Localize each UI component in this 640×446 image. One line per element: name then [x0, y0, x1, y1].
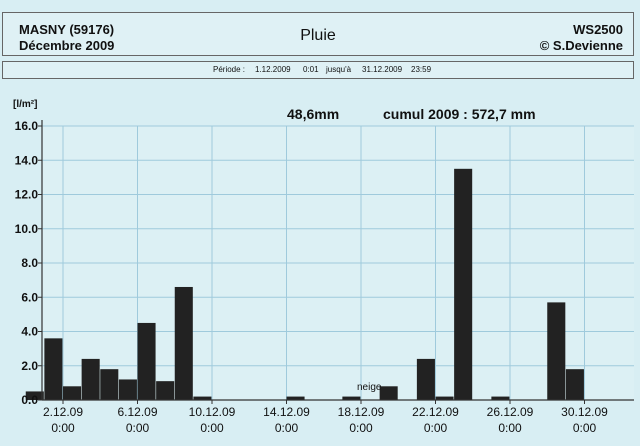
year-total: cumul 2009 : 572,7 mm [383, 106, 536, 122]
y-tick-label: 16.0 [15, 119, 39, 133]
y-tick-label: 10.0 [15, 222, 39, 236]
rain-bar [193, 396, 212, 400]
period-start-time: 0:01 [303, 65, 319, 74]
rain-bar [44, 338, 63, 400]
x-tick-time-label: 0:00 [275, 421, 299, 435]
x-tick-date-label: 22.12.09 [412, 405, 459, 419]
credit-label: © S.Devienne [539, 38, 623, 53]
rain-bar [100, 369, 119, 400]
y-tick-label: 4.0 [21, 325, 38, 339]
bars [25, 168, 584, 400]
rain-bar [63, 386, 82, 400]
rain-bar [491, 396, 510, 400]
axis-labels: 0.0 2.0 4.0 6.0 8.0 10.0 12.0 14.0 16.0 2.12.09 0:… [15, 119, 609, 435]
period-end-time: 23:59 [411, 65, 432, 74]
x-tick-time-label: 0:00 [573, 421, 597, 435]
snow-annotation: neige [357, 382, 382, 393]
period-bar: Période : 1.12.2009 0:01 jusqu'à 31.12.2… [2, 61, 634, 79]
rain-bar [342, 396, 361, 400]
rain-bar [25, 391, 44, 400]
axes [38, 120, 634, 404]
x-tick-date-label: 2.12.09 [43, 405, 83, 419]
header-right: WS2500 © S.Devienne [540, 22, 623, 54]
device-label: WS2500 [573, 22, 623, 37]
station-name: MASNY (59176) [19, 22, 115, 37]
chart-title: Pluie [300, 27, 336, 44]
rain-bar [547, 302, 566, 400]
y-tick-label: 0.0 [21, 393, 38, 407]
rain-bar [137, 322, 156, 400]
month-label: Décembre 2009 [19, 38, 115, 53]
rain-bar [454, 168, 473, 400]
grid-lines [42, 125, 634, 400]
y-tick-label: 14.0 [15, 153, 39, 167]
y-tick-label: 6.0 [21, 290, 38, 304]
x-tick-time-label: 0:00 [424, 421, 448, 435]
x-tick-date-label: 6.12.09 [117, 405, 157, 419]
month-total: 48,6mm [287, 106, 339, 122]
x-tick-date-label: 30.12.09 [561, 405, 608, 419]
x-tick-time-label: 0:00 [200, 421, 224, 435]
x-tick-time-label: 0:00 [349, 421, 373, 435]
y-axis-unit: [l/m²] [13, 99, 37, 110]
x-tick-date-label: 26.12.09 [487, 405, 534, 419]
rain-bar [416, 358, 435, 400]
period-until: jusqu'à [326, 65, 352, 74]
y-tick-label: 12.0 [15, 188, 39, 202]
period-label: Période : [213, 65, 246, 74]
x-tick-date-label: 14.12.09 [263, 405, 310, 419]
x-tick-time-label: 0:00 [498, 421, 522, 435]
rain-bar [286, 396, 305, 400]
chart-header: MASNY (59176) Décembre 2009 Pluie WS2500… [2, 12, 634, 56]
rain-bar [379, 386, 398, 400]
x-tick-time-label: 0:00 [126, 421, 150, 435]
rain-bar [118, 379, 137, 400]
period-end-date: 31.12.2009 [362, 65, 403, 74]
y-tick-label: 2.0 [21, 359, 38, 373]
x-tick-date-label: 18.12.09 [338, 405, 385, 419]
rain-bar [565, 369, 584, 400]
rain-bar [435, 396, 454, 400]
x-tick-time-label: 0:00 [51, 421, 75, 435]
header-left: MASNY (59176) Décembre 2009 [19, 22, 114, 54]
rain-bar [174, 286, 193, 400]
x-tick-date-label: 10.12.09 [189, 405, 236, 419]
rain-bar [156, 381, 175, 400]
y-tick-label: 8.0 [21, 256, 38, 270]
rain-bar [81, 358, 100, 400]
period-start-date: 1.12.2009 [255, 65, 291, 74]
